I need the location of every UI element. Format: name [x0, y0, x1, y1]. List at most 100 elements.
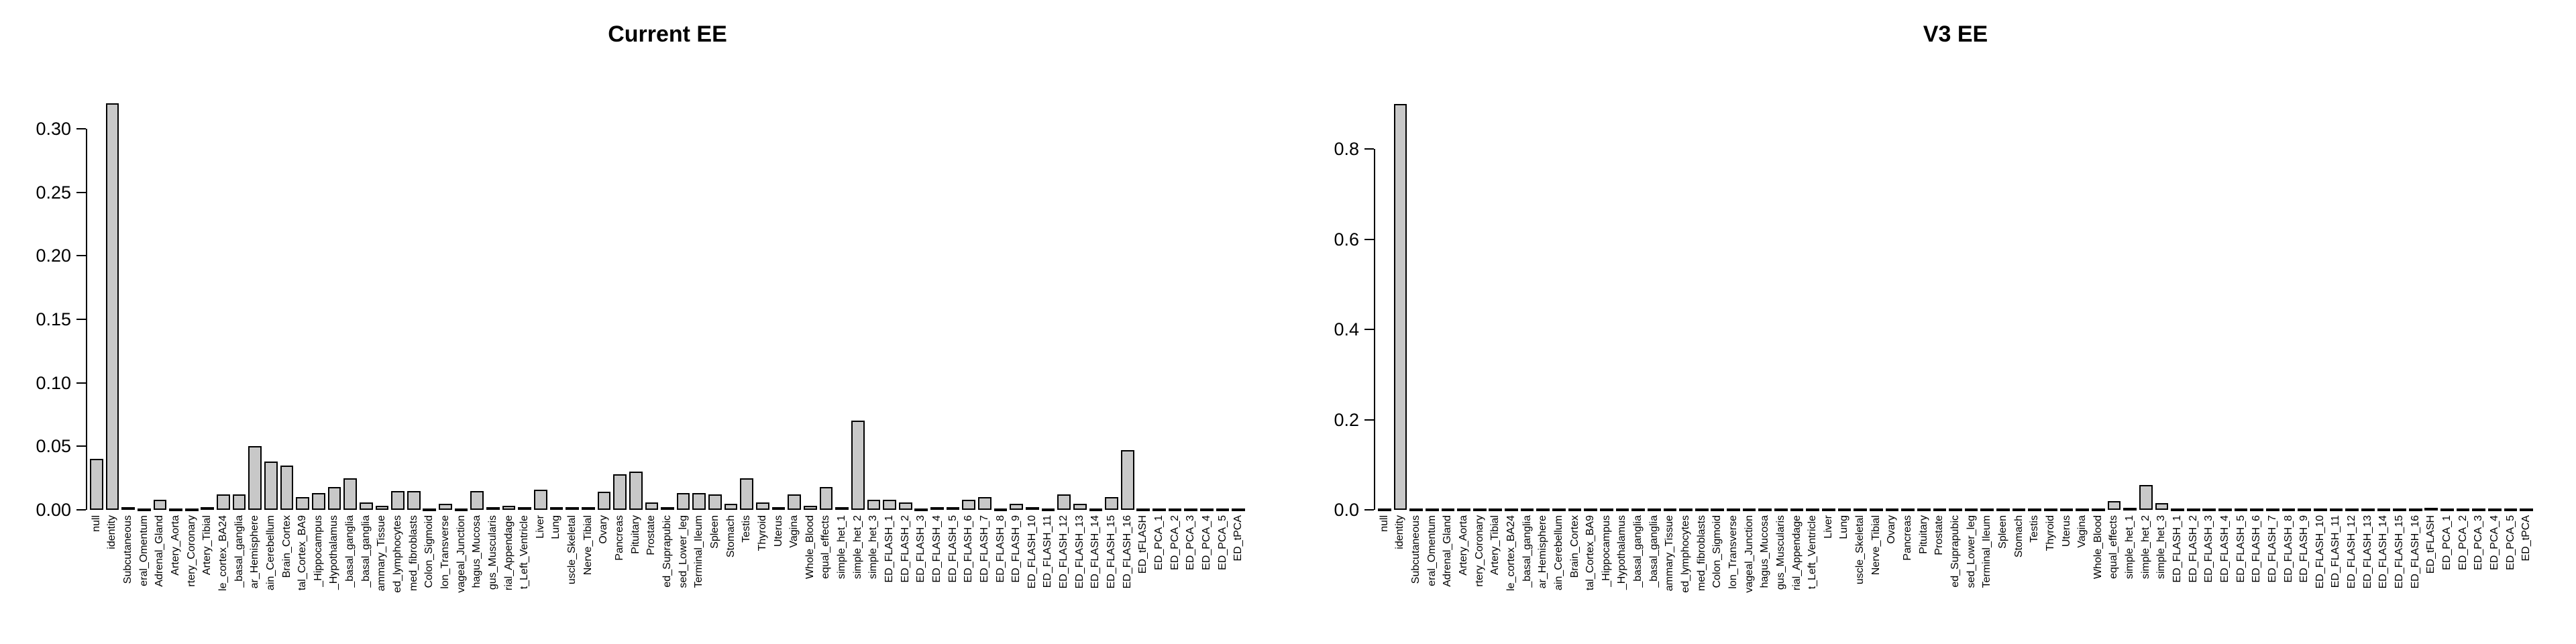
x-tick-label: Artery_Aorta: [1458, 515, 1470, 576]
x-tick-label: ED_PCA_4: [1200, 515, 1212, 570]
bar: [645, 502, 659, 510]
bar: [1232, 508, 1246, 511]
x-tick-label: _basal_ganglia: [233, 515, 245, 588]
bar: [454, 508, 468, 511]
x-tick-label: t_Left_Ventricle: [1807, 515, 1819, 590]
bar: [1949, 508, 1962, 511]
x-tick-label: ED_FLASH_6: [2251, 515, 2263, 583]
bar: [2393, 508, 2406, 511]
x-tick-label: ED_PCA_1: [2440, 515, 2453, 570]
x-tick-label: ed_lymphocytes: [392, 515, 404, 593]
bar: [1711, 508, 1725, 511]
bar: [1409, 508, 1423, 511]
x-tick-label: Liver: [534, 515, 546, 539]
bar: [1552, 508, 1566, 511]
x-tick-label: ED_FLASH_2: [2187, 515, 2199, 583]
bar: [2091, 508, 2105, 511]
x-tick-label: ED_FLASH_8: [994, 515, 1006, 583]
bar: [978, 497, 991, 510]
x-tick-label: null: [1378, 515, 1390, 532]
bar: [518, 507, 532, 511]
bar: [169, 508, 182, 511]
x-tick-label: ED_tFLASH: [1137, 515, 1149, 574]
y-tick: [76, 382, 86, 384]
bar: [1821, 508, 1835, 511]
x-tick-label: ED_FLASH_6: [963, 515, 975, 583]
x-tick-label: tal_Cortex_BA9: [297, 515, 309, 591]
x-tick-label: vageal_Junction: [455, 515, 467, 593]
x-tick-label: ammary_Tissue: [1664, 515, 1676, 592]
bar: [1599, 508, 1613, 511]
x-tick-label: Nerve_Tibial: [1870, 515, 1882, 576]
bar: [1425, 508, 1439, 511]
bar: [2440, 508, 2454, 511]
bar: [962, 499, 976, 510]
x-tick-label: ed_Suprapubic: [1949, 515, 1961, 588]
bar: [676, 493, 690, 510]
bar: [1790, 508, 1804, 511]
x-tick-label: identity: [1394, 515, 1406, 549]
bar: [1806, 508, 1820, 511]
x-tick-label: Testis: [2029, 515, 2041, 543]
x-tick-label: ED_PCA_3: [2473, 515, 2485, 570]
x-tick-label: simple_het_1: [2124, 515, 2136, 580]
x-tick-label: med_fibroblasts: [1695, 515, 1707, 591]
x-tick-label: rtery_Coronary: [1473, 515, 1485, 587]
bar: [2408, 508, 2422, 511]
bar: [1679, 508, 1693, 511]
bar: [1505, 508, 1518, 511]
y-axis: [1374, 149, 1375, 510]
y-tick-label: 0.00: [36, 500, 71, 520]
x-tick-label: Stomach: [2012, 515, 2025, 558]
bar: [89, 459, 103, 510]
x-tick-label: Vagina: [788, 515, 800, 548]
x-tick-label: ED_FLASH_15: [1106, 515, 1118, 589]
bar: [1216, 508, 1230, 511]
bar: [2123, 507, 2137, 511]
x-tick-label: ED_FLASH_12: [2346, 515, 2358, 589]
x-tick-label: Spleen: [708, 515, 720, 549]
bar: [629, 472, 643, 510]
x-tick-label: sed_Lower_leg: [677, 515, 689, 588]
bar: [1041, 508, 1055, 511]
x-tick-label: Adrenal_Gland: [154, 515, 166, 587]
y-tick-label: 0.20: [36, 246, 71, 266]
bar: [407, 490, 421, 510]
y-tick: [76, 445, 86, 447]
x-tick-label: ED_PCA_5: [2504, 515, 2516, 570]
x-tick-label: ED_FLASH_13: [1073, 515, 1085, 589]
x-tick-label: vageal_Junction: [1743, 515, 1755, 593]
bar: [1615, 508, 1629, 511]
bar: [2202, 508, 2216, 511]
x-tick-label: _basal_ganglia: [360, 515, 372, 588]
bar: [121, 507, 135, 511]
bar: [1758, 508, 1772, 511]
y-tick-label: 0.6: [1334, 229, 1359, 250]
bar: [1168, 508, 1182, 511]
x-tick-label: Nerve_Tibial: [582, 515, 594, 576]
bar: [264, 462, 278, 510]
bar: [2488, 508, 2502, 511]
bar: [1869, 508, 1883, 511]
x-tick-label: ain_Cerebellum: [1552, 515, 1564, 591]
x-tick-label: gus_Muscularis: [1774, 515, 1786, 590]
bar: [1901, 508, 1915, 511]
bar: [1568, 508, 1582, 511]
bar: [1025, 507, 1039, 511]
x-tick-label: ED_PCA_1: [1152, 515, 1165, 570]
bar: [1980, 508, 1994, 511]
x-tick-label: ED_FLASH_14: [2377, 515, 2390, 589]
bar: [232, 494, 246, 510]
x-tick-label: Ovary: [598, 515, 610, 544]
x-tick-label: lon_Transverse: [439, 515, 451, 589]
x-tick-label: Whole_Blood: [2092, 515, 2104, 580]
bar: [2345, 508, 2359, 511]
x-tick-label: le_cortex_BA24: [217, 515, 229, 591]
x-tick-label: _Hypothalamus: [1616, 515, 1628, 590]
x-tick-label: ED_FLASH_5: [947, 515, 959, 583]
bar: [359, 502, 373, 510]
x-tick-label: Liver: [1822, 515, 1834, 539]
bar: [2044, 508, 2057, 511]
x-tick-label: ED_FLASH_4: [2218, 515, 2231, 583]
x-tick-label: ED_FLASH_4: [930, 515, 943, 583]
